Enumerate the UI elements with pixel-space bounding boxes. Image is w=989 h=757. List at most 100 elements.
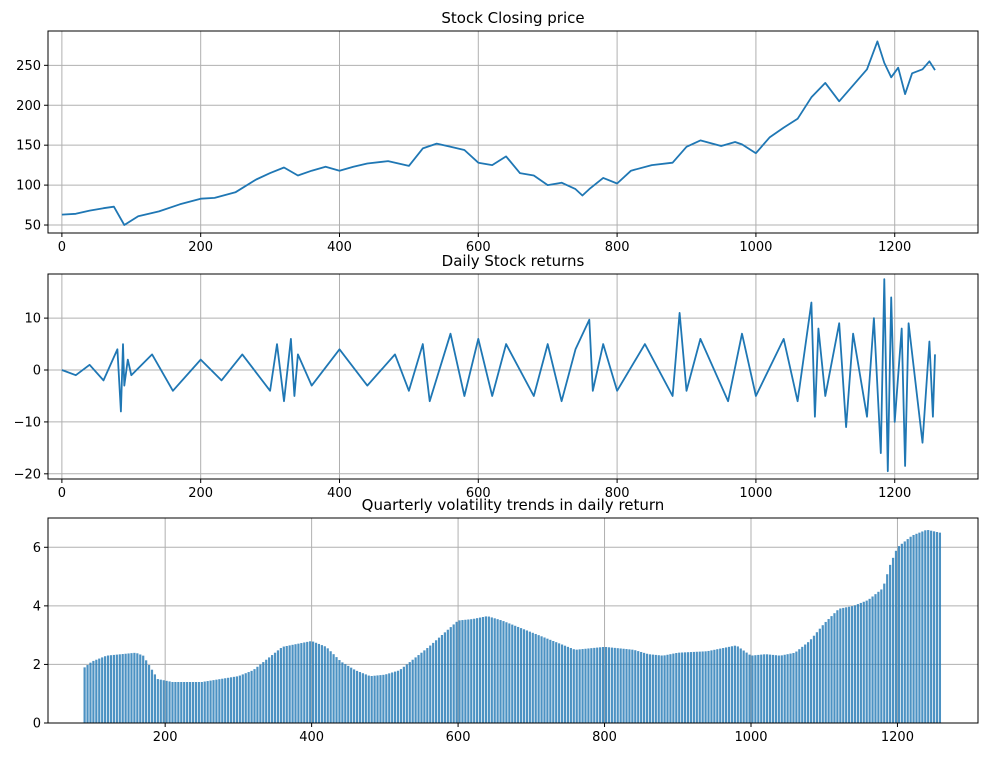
bar — [350, 667, 353, 723]
bar — [771, 654, 775, 723]
bar — [256, 666, 259, 723]
bar — [270, 655, 274, 723]
bar — [789, 653, 792, 723]
bar — [206, 681, 209, 723]
bar — [279, 648, 282, 723]
bar — [388, 673, 391, 723]
bar — [496, 619, 499, 723]
bar — [364, 674, 367, 723]
bar — [555, 642, 558, 723]
x-tick-label: 1200 — [878, 240, 911, 255]
bar — [733, 645, 736, 723]
bar — [183, 682, 186, 723]
bar — [162, 680, 165, 723]
series-line-0 — [61, 278, 936, 473]
bar — [402, 666, 405, 723]
bar — [836, 610, 839, 723]
bar — [692, 651, 695, 723]
bar — [464, 619, 467, 723]
bar — [774, 655, 777, 723]
bar — [537, 635, 540, 723]
bar — [86, 665, 89, 723]
chart-panel-1: 0 200 400 600 800 1000 1200 −20 −10 0 10 Daily Stoc… — [14, 252, 979, 501]
axes-frame — [47, 273, 979, 480]
bar — [458, 620, 461, 723]
bar — [461, 620, 464, 723]
y-tick-label: 0 — [33, 717, 41, 732]
bar — [575, 649, 578, 723]
bar — [379, 675, 382, 723]
bar — [332, 654, 335, 723]
bar — [109, 655, 113, 723]
bar — [484, 616, 488, 723]
bar — [159, 679, 162, 723]
x-tick-label: 1200 — [878, 486, 911, 501]
bar — [915, 533, 918, 723]
bar — [842, 607, 845, 723]
y-tick-label: −10 — [14, 415, 41, 430]
bar — [353, 669, 356, 723]
bar — [619, 648, 622, 723]
bar — [642, 652, 646, 723]
bar — [265, 659, 268, 723]
x-tick-label: 600 — [466, 240, 491, 255]
bar — [449, 627, 452, 723]
bar — [373, 675, 376, 723]
bar — [666, 654, 669, 723]
bar — [549, 639, 552, 723]
bar — [807, 642, 810, 723]
bar — [631, 649, 634, 723]
x-tick-label: 400 — [299, 730, 324, 745]
bar — [426, 648, 429, 723]
bar — [578, 649, 581, 723]
bar — [839, 608, 842, 723]
bar — [830, 616, 833, 723]
bar — [786, 654, 789, 723]
bar — [282, 646, 285, 723]
bar — [326, 648, 329, 723]
bar — [133, 652, 136, 723]
y-tick-label: 150 — [16, 139, 41, 154]
bar — [686, 652, 690, 723]
bar — [153, 674, 157, 723]
bar — [912, 534, 915, 723]
bar — [417, 655, 420, 723]
bar — [341, 662, 344, 723]
chart-panel-0: 0 200 400 600 800 1000 1200 50 100 150 200 250 Stock… — [16, 9, 979, 255]
bar — [423, 650, 426, 723]
bar — [174, 682, 177, 723]
bar — [268, 657, 271, 723]
bar — [429, 645, 432, 723]
x-tick-label: 200 — [188, 240, 213, 255]
chart-title: Daily Stock returns — [442, 252, 585, 270]
bar — [329, 651, 332, 723]
bar — [540, 636, 543, 723]
bar — [704, 651, 707, 723]
bar — [622, 648, 625, 723]
bar — [798, 649, 801, 723]
x-tick-label: 200 — [188, 486, 213, 501]
bar — [470, 619, 473, 723]
bar — [414, 657, 417, 723]
bar — [408, 662, 411, 723]
x-tick-label: 600 — [466, 486, 491, 501]
bar — [519, 628, 523, 723]
bar — [130, 653, 133, 723]
bar — [935, 531, 939, 723]
bar — [645, 653, 649, 723]
bar — [889, 564, 892, 723]
bar — [877, 591, 880, 723]
bar — [525, 630, 529, 723]
bar — [118, 654, 121, 723]
bar — [660, 655, 663, 723]
bar — [244, 673, 247, 723]
bars — [83, 530, 942, 723]
bar — [317, 643, 321, 723]
bar — [218, 679, 221, 723]
bar — [795, 651, 798, 723]
bar — [311, 641, 315, 723]
bar — [634, 650, 637, 723]
bar — [777, 655, 780, 723]
bar — [716, 649, 719, 723]
bar — [142, 655, 145, 723]
